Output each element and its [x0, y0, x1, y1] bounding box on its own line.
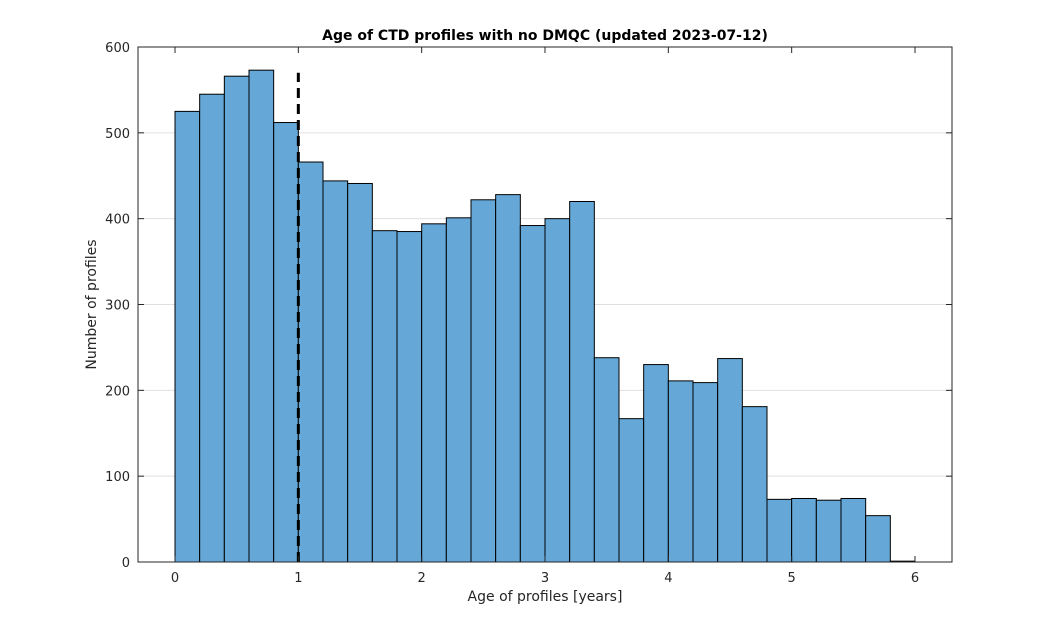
histogram-bar [791, 497, 817, 563]
histogram-bar [297, 161, 324, 563]
histogram-bar [741, 406, 768, 563]
y-axis-label: Number of profiles [84, 239, 100, 369]
histogram-bar [199, 93, 225, 563]
x-tick-label: 0 [171, 571, 179, 586]
chart-title: Age of CTD profiles with no DMQC (update… [322, 28, 768, 44]
y-tick-label: 400 [105, 213, 130, 228]
histogram-bar [396, 231, 423, 563]
histogram-bar [766, 498, 793, 563]
histogram-bar [865, 515, 891, 563]
y-tick-label: 300 [105, 299, 130, 314]
x-tick-label: 2 [418, 571, 426, 586]
y-tick-label: 100 [105, 470, 130, 485]
x-tick-label: 5 [788, 571, 796, 586]
histogram-bar [569, 201, 595, 563]
histogram-bar [248, 69, 275, 563]
histogram-bar [519, 225, 546, 563]
histogram-bar [618, 418, 645, 563]
histogram-bars [174, 69, 916, 563]
histogram-bar [692, 382, 719, 563]
x-tick-label: 4 [664, 571, 672, 586]
histogram-bar [643, 364, 669, 563]
histogram-bar [667, 380, 694, 563]
histogram-bar [273, 122, 299, 563]
histogram-bar [223, 75, 250, 563]
x-tick-label: 1 [294, 571, 302, 586]
histogram-bar [544, 218, 571, 563]
y-tick-label: 600 [105, 41, 130, 56]
histogram-bar [174, 110, 201, 563]
x-axis-label: Age of profiles [years] [468, 589, 623, 605]
histogram-bar [495, 194, 521, 563]
y-tick-label: 0 [122, 556, 130, 571]
histogram-bar [445, 217, 472, 563]
histogram-bar [371, 230, 398, 563]
axis-ticks: 0 1 2 3 4 5 6 0 100 200 300 400 500 600 [105, 41, 952, 586]
histogram-bar [717, 358, 743, 563]
histogram-bar [470, 199, 497, 563]
histogram-bar [815, 499, 842, 563]
x-tick-label: 6 [911, 571, 919, 586]
y-tick-label: 200 [105, 384, 130, 399]
histogram-bar [593, 357, 620, 563]
histogram-bar [840, 497, 867, 563]
histogram-bar [347, 182, 373, 563]
y-tick-label: 500 [105, 127, 130, 142]
histogram-bar [421, 223, 447, 563]
x-tick-label: 3 [541, 571, 549, 586]
histogram-bar [322, 180, 349, 563]
